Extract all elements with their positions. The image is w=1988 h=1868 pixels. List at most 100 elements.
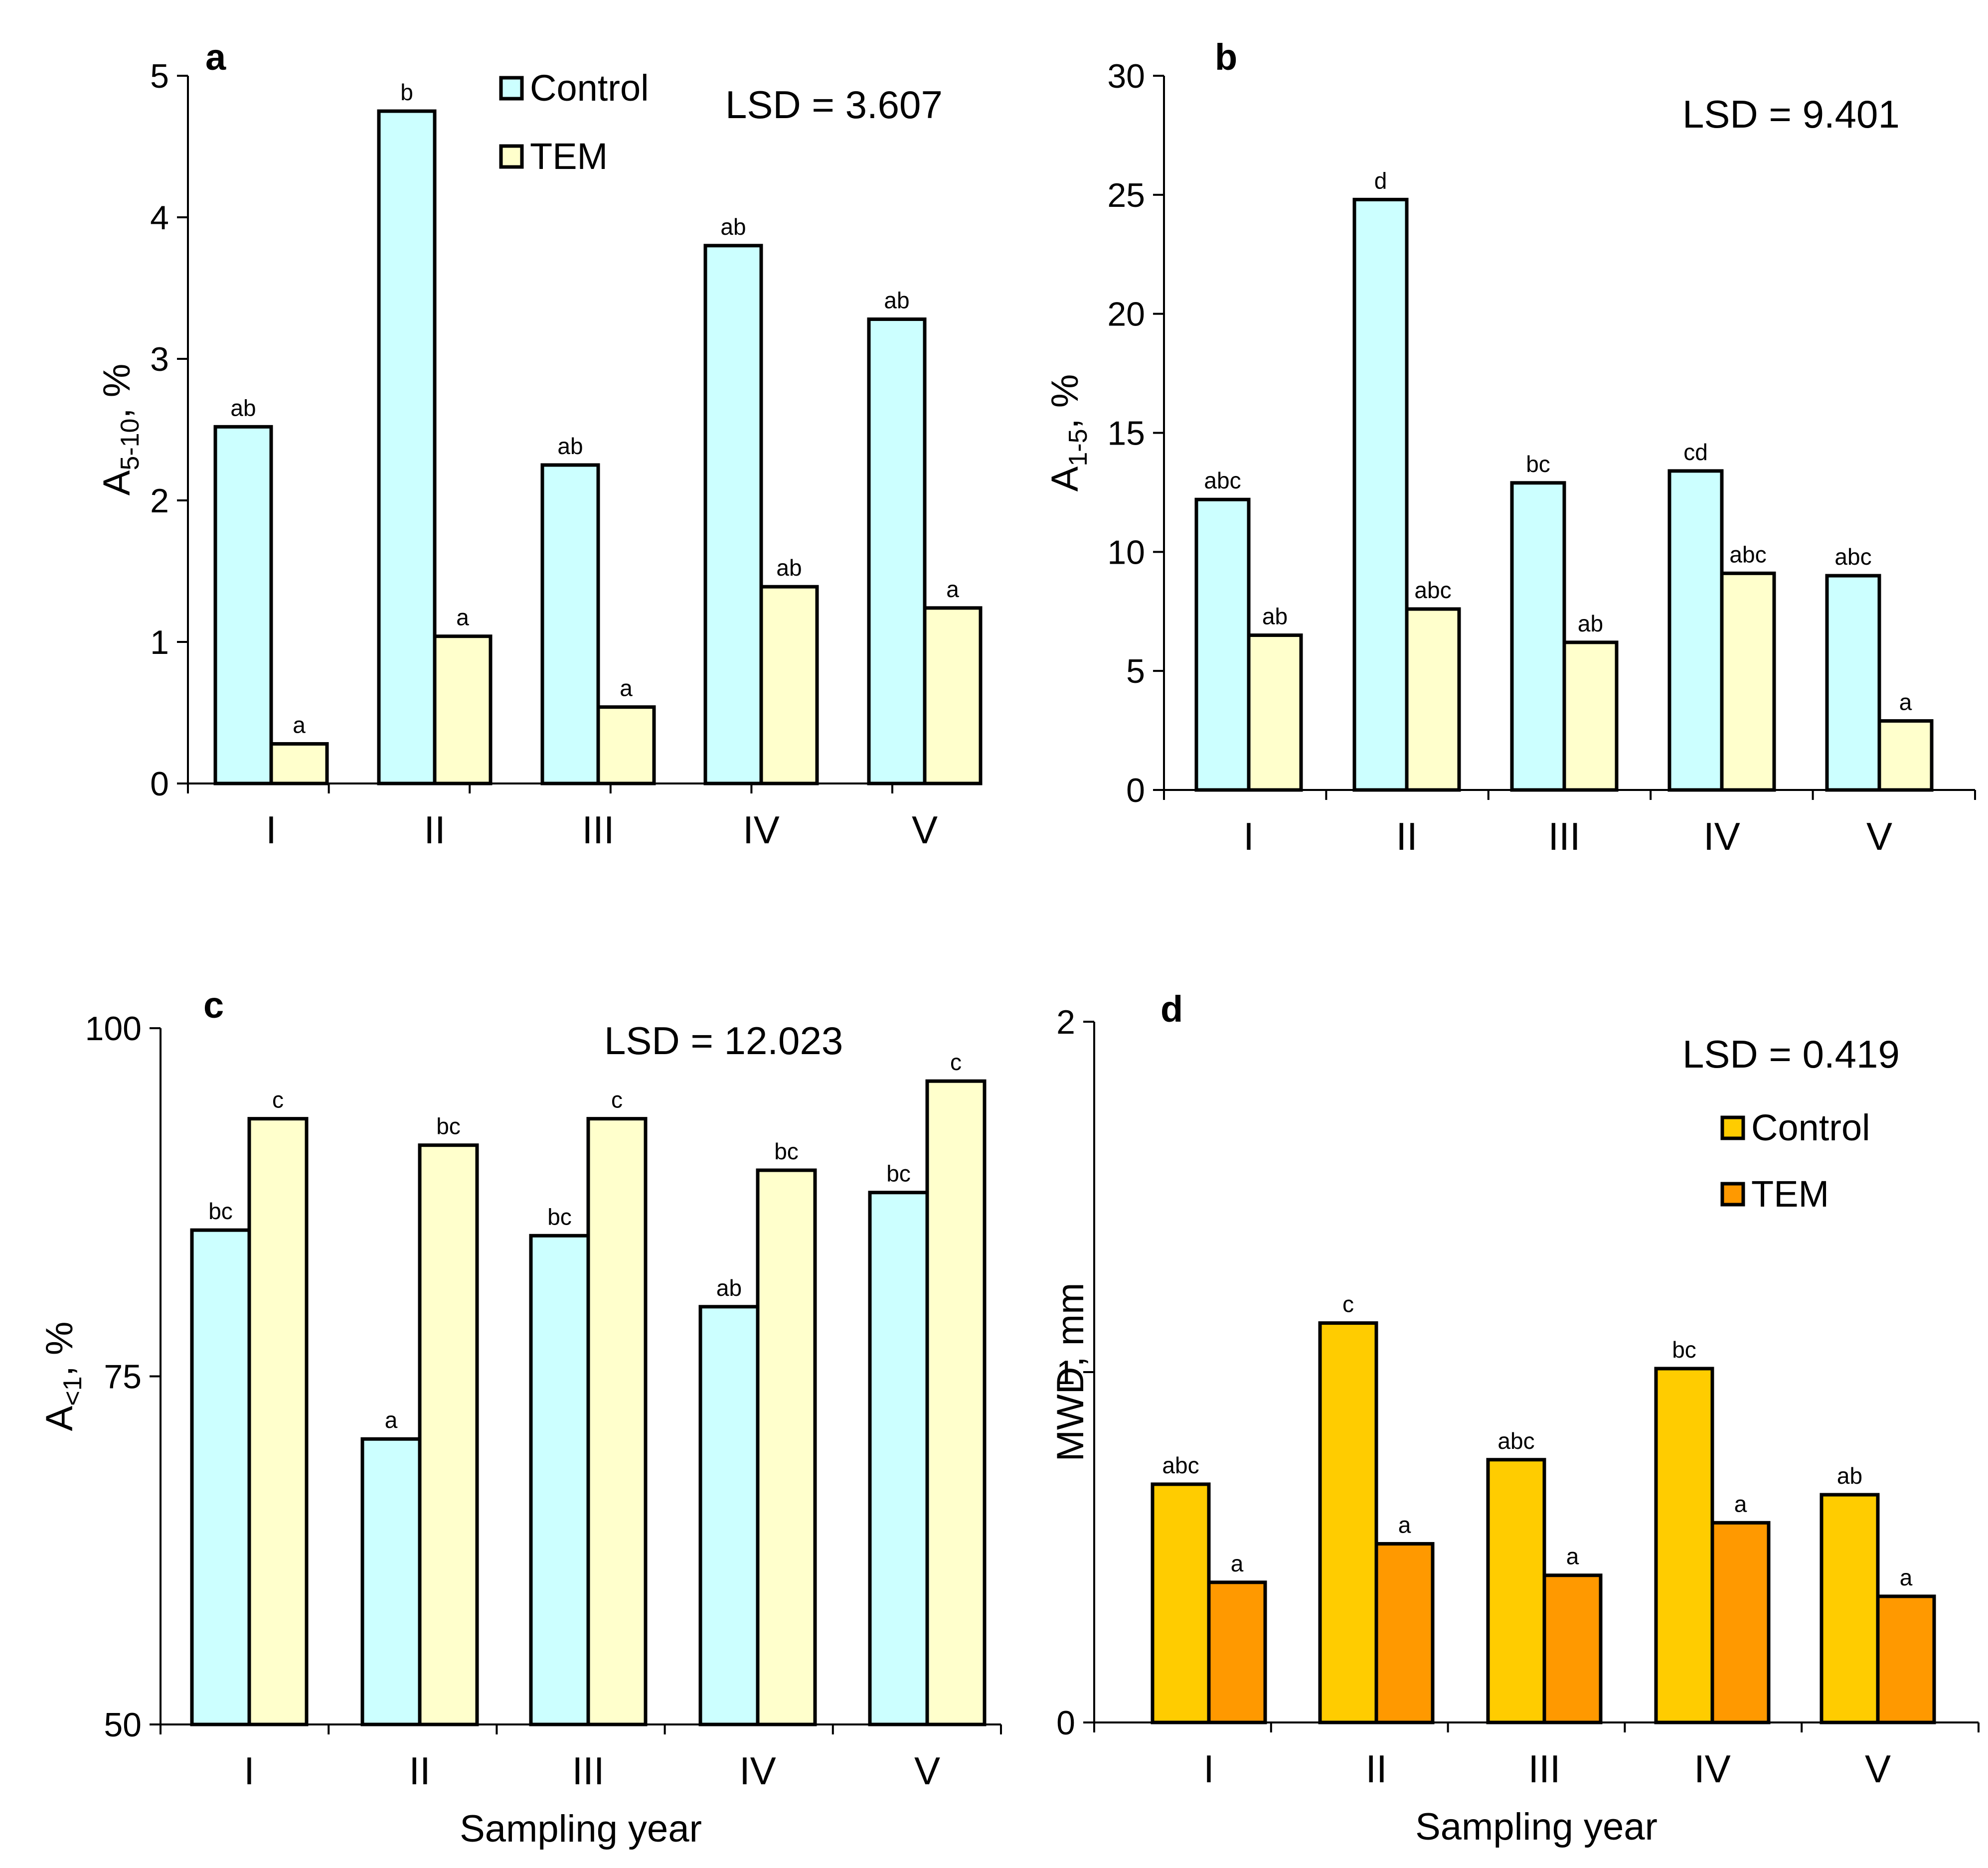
legend-label-tem: TEM	[1751, 1173, 1829, 1215]
significance-letter: bc	[774, 1138, 799, 1164]
y-tick-label: 2	[150, 482, 169, 520]
significance-letter: ab	[1262, 604, 1288, 629]
bar-control-IV	[703, 244, 763, 785]
y-axis-title-subscript: <1	[58, 1376, 87, 1405]
y-axis-title: A5-10, %	[96, 364, 145, 496]
significance-letter: abc	[1414, 577, 1451, 603]
x-tick-label: II	[1396, 814, 1417, 858]
bar-control-III	[540, 463, 600, 785]
x-tick-label: II	[1365, 1747, 1387, 1791]
bar-tem-V	[925, 1079, 987, 1726]
significance-letter: ab	[720, 214, 746, 240]
bar-tem-I	[247, 1117, 309, 1726]
y-axis-title-base: A	[96, 470, 138, 495]
y-tick-label: 5	[150, 57, 169, 95]
y-tick-label: 15	[1107, 415, 1145, 453]
lsd-annotation: LSD = 3.607	[725, 83, 943, 127]
bar-tem-II	[418, 1143, 479, 1726]
x-tick-label: III	[1528, 1747, 1560, 1791]
x-tick-label: II	[409, 1749, 430, 1793]
bar-tem-III	[586, 1117, 648, 1726]
y-tick-label: 1	[150, 623, 169, 661]
bar-tem-I	[1207, 1580, 1267, 1724]
bar-control-V	[867, 317, 927, 785]
significance-letter: ab	[230, 395, 256, 421]
y-tick-label: 2	[1056, 1003, 1075, 1041]
bar-control-I	[1151, 1482, 1211, 1724]
x-tick-label: V	[1866, 814, 1892, 858]
bar-control-IV	[1654, 1367, 1714, 1724]
y-axis-title: MWD, mm	[1049, 1283, 1092, 1462]
bar-tem-III	[596, 705, 656, 785]
x-tick-label: II	[424, 808, 445, 852]
significance-letter: a	[1566, 1544, 1579, 1569]
significance-letter: bc	[547, 1204, 572, 1230]
y-axis-title-suffix: , %	[38, 1322, 81, 1377]
bar-control-V	[868, 1191, 929, 1726]
x-tick-label: I	[1243, 814, 1254, 858]
significance-letter: ab	[776, 555, 802, 581]
x-tick-label: V	[914, 1749, 940, 1793]
significance-letter: a	[1900, 1564, 1913, 1590]
x-tick-label: I	[266, 808, 277, 852]
x-tick-label: IV	[743, 808, 780, 852]
x-tick-label: V	[1865, 1747, 1891, 1791]
significance-letter: a	[1398, 1512, 1411, 1538]
x-tick-label: I	[1203, 1747, 1214, 1791]
x-tick-label: IV	[1703, 814, 1740, 858]
significance-letter: c	[1342, 1291, 1354, 1317]
panel-label: a	[205, 36, 226, 78]
bar-tem-I	[1247, 633, 1303, 792]
significance-letter: abc	[1834, 544, 1871, 570]
y-axis-title-subscript: 1-5	[1064, 429, 1093, 466]
y-tick-label: 75	[104, 1358, 142, 1396]
significance-letter: cd	[1683, 439, 1708, 465]
y-axis-title-subscript: 5-10	[116, 419, 145, 470]
panel-label: c	[203, 984, 224, 1026]
y-tick-label: 10	[1107, 533, 1145, 571]
significance-letter: c	[272, 1087, 284, 1113]
bar-control-V	[1820, 1493, 1880, 1724]
y-axis-title: A<1, %	[38, 1322, 87, 1431]
legend-label-control: Control	[530, 67, 649, 109]
y-tick-label: 20	[1107, 296, 1145, 333]
bar-tem-V	[1876, 1594, 1936, 1724]
significance-letter: ab	[1578, 611, 1603, 636]
bar-tem-IV	[1720, 571, 1776, 792]
y-tick-label: 100	[85, 1010, 142, 1048]
bar-control-I	[1194, 497, 1251, 792]
bar-control-I	[190, 1228, 251, 1726]
significance-letter: b	[400, 79, 413, 105]
significance-letter: abc	[1204, 467, 1241, 493]
x-tick-label: V	[912, 808, 938, 852]
legend-swatch-control	[499, 76, 524, 101]
x-tick-label: I	[244, 1749, 255, 1793]
significance-letter: bc	[886, 1161, 911, 1187]
x-tick-label: IV	[739, 1749, 776, 1793]
y-axis-title-base: A	[38, 1405, 81, 1431]
y-tick-label: 0	[1056, 1704, 1075, 1742]
y-tick-label: 1	[1056, 1354, 1075, 1392]
panel-label: d	[1160, 988, 1183, 1030]
bar-tem-V	[1877, 719, 1934, 792]
lsd-annotation: LSD = 0.419	[1682, 1032, 1900, 1076]
y-axis-title-suffix: , %	[96, 364, 138, 419]
significance-letter: bc	[436, 1113, 461, 1139]
y-axis-title-suffix: , %	[1044, 374, 1086, 429]
bar-tem-IV	[1710, 1521, 1771, 1724]
significance-letter: ab	[1837, 1463, 1862, 1489]
x-tick-label: III	[1548, 814, 1580, 858]
bar-control-V	[1825, 574, 1881, 792]
significance-letter: abc	[1729, 541, 1766, 567]
significance-letter: bc	[1672, 1337, 1696, 1363]
y-tick-label: 50	[104, 1706, 142, 1744]
significance-letter: a	[1899, 689, 1912, 715]
y-tick-label: 25	[1107, 176, 1145, 214]
x-tick-label: III	[582, 808, 614, 852]
y-tick-label: 4	[150, 199, 169, 237]
bar-tem-II	[1374, 1542, 1435, 1724]
